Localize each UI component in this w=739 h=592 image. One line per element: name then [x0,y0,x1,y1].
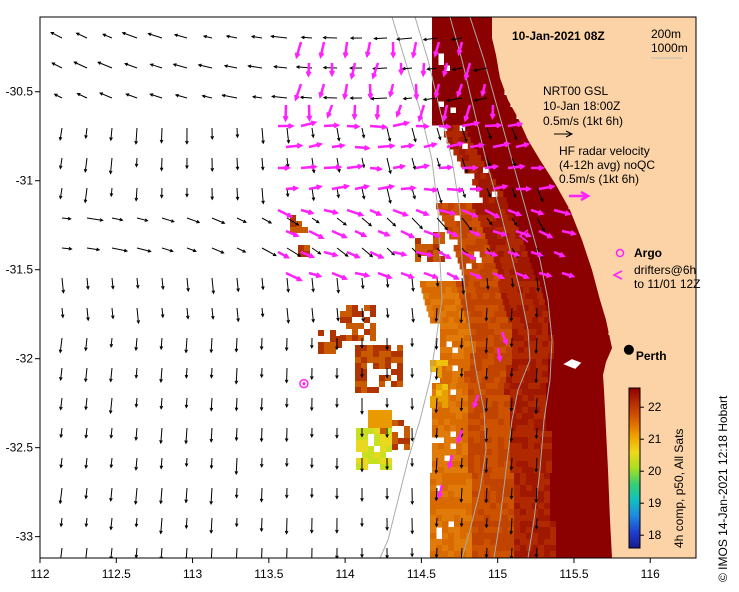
argo-float-marker [299,378,309,389]
x-tick-label: 116 [641,567,660,581]
colorbar: 18 19 20 21 22 4h comp, p50, All Sats [628,387,686,549]
depth-label-1000m: 1000m [651,41,688,55]
x-axis: 112 112.5 113 113.5 114 114.5 115 115.5 116 [30,558,660,581]
model-scale-arrow [554,130,574,138]
imos-credit: © IMOS 14-Jan-2021 12:18 Hobart [716,395,730,582]
y-tick-label: -33 [16,530,34,544]
drifters-label-1: drifters@6h [634,263,696,277]
y-tick-label: -31.5 [6,263,34,277]
colorbar-tick-label: 21 [648,432,662,446]
argo-label: Argo [634,246,662,260]
y-axis: -30.5 -31 -31.5 -32 -32.5 -33 [6,85,40,544]
radar-scale-arrow [569,190,591,202]
land-mass [492,17,696,558]
model-time: 10-Jan 18:00Z [543,99,620,113]
perth-label: Perth [636,349,667,363]
x-tick-label: 115 [488,567,507,581]
contour-1000m [414,17,487,558]
colorbar-ramp [628,387,641,549]
colorbar-tick-label: 20 [648,464,662,478]
drifter-legend-icon [612,270,623,280]
perth-marker [623,344,634,355]
radar-scale: 0.5m/s (1kt 6h) [559,172,639,186]
y-tick-label: -32.5 [6,441,34,455]
contour-shelf-inner [449,17,531,558]
sst-field [290,17,617,558]
x-tick-label: 114 [336,567,355,581]
x-tick-label: 115.5 [559,567,588,581]
date-title: 10-Jan-2021 08Z [512,29,605,43]
y-tick-label: -32 [16,352,34,366]
y-tick-label: -31 [16,174,34,188]
coastline-detail [563,359,582,369]
radar-title: HF radar velocity [559,144,650,158]
x-tick-label: 112.5 [102,567,131,581]
x-tick-label: 113.5 [254,567,283,581]
depth-label-200m: 200m [651,27,681,41]
colorbar-tick-label: 19 [648,496,662,510]
colorbar-label: 4h comp, p50, All Sats [672,429,686,548]
drifters-label-2: to 11/01 12Z [634,277,701,291]
hf-radar-vectors [277,41,577,500]
contour-shelf-edge [469,17,553,558]
colorbar-ticks: 18 19 20 21 22 [640,400,662,542]
colorbar-tick-label: 22 [648,400,662,414]
drifter-tracks [518,229,529,243]
model-scale: 0.5m/s (1kt 6h) [543,114,623,128]
radar-avg: (4-12h avg) noQC [559,158,655,172]
x-tick-label: 113 [183,567,202,581]
rottnest-island [563,359,582,369]
plot-area [40,17,696,558]
argo-legend-icon [615,248,625,258]
x-tick-label: 114.5 [407,567,436,581]
model-name: NRT00 GSL [543,84,608,98]
y-tick-label: -30.5 [6,85,34,99]
plot-frame [39,16,697,559]
model-current-vectors [50,31,545,558]
colorbar-tick-label: 18 [648,528,662,542]
x-tick-label: 112 [30,567,49,581]
